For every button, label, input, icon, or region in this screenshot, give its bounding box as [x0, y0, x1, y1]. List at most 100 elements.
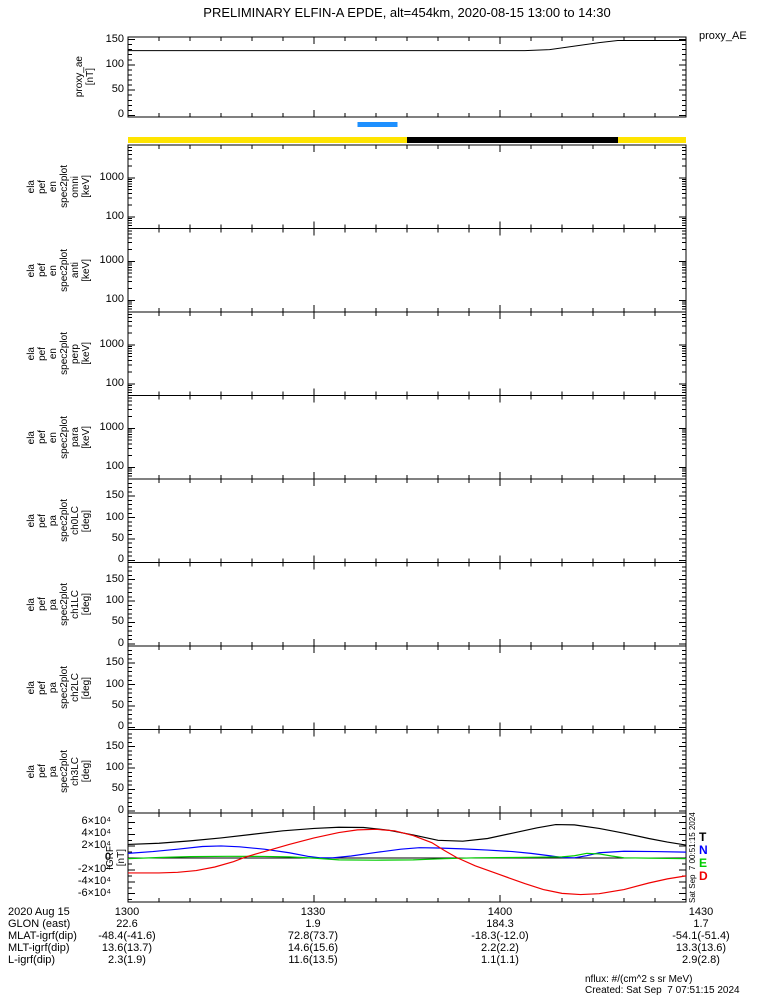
footer-value: 14.6(15.6) — [287, 942, 339, 954]
igrf-ylabel-word: [nT] — [116, 848, 127, 867]
spec3-ylabel-word: pef — [37, 430, 48, 445]
proxy-ylabel-word: [nT] — [85, 68, 96, 86]
pa2-ylabel-word: spec2plot — [59, 666, 70, 710]
pa0-ytick: 0 — [117, 553, 124, 566]
spec2-ylabel: ela pef en spec2plot perp [keV] — [20, 312, 92, 396]
pa0-ylabel-word: pa — [48, 515, 59, 527]
spec0-ylabel-word: en — [48, 181, 59, 193]
spec2-ylabel-word: ela — [26, 347, 37, 361]
pa3-ylabel: ela pef pa spec2plot ch3LC [deg] — [20, 730, 92, 814]
pa2-ylabel-word: ela — [26, 681, 37, 695]
spec0-ytick: 1000 — [99, 170, 124, 183]
pa0-ytick: 100 — [105, 510, 124, 523]
spec2-ylabel-word: perp — [70, 343, 81, 364]
pa2-ytick: 0 — [117, 720, 124, 733]
igrf-ylabel: IGRF [nT] — [103, 813, 127, 902]
proxy-ytick: 0 — [117, 108, 124, 121]
spec1-ylabel-word: ela — [26, 263, 37, 277]
footer-value: 1.7 — [693, 918, 709, 930]
footer-value: 1300 — [114, 906, 140, 918]
spec1-ylabel-word: [keV] — [81, 258, 92, 282]
pa3-ytick: 50 — [111, 782, 124, 795]
spec1-ylabel-word: anti — [70, 262, 81, 279]
pa2-ylabel-word: ch2LC — [70, 673, 81, 703]
pa1-ytick: 50 — [111, 615, 124, 628]
spec3-ylabel-word: en — [48, 431, 59, 443]
spec3-ylabel-word: para — [70, 427, 81, 448]
pa3-ylabel-word: pef — [37, 764, 48, 779]
igrf-legend-1: N — [699, 843, 708, 857]
pa1-ytick: 0 — [117, 636, 124, 649]
spec0-ylabel-word: omni — [70, 175, 81, 198]
footer-value: 13.3(13.6) — [675, 942, 727, 954]
pa0-ylabel-word: pef — [37, 513, 48, 528]
spec0-ytick: 100 — [105, 209, 124, 222]
igrf-ytick: -6×10⁴ — [77, 886, 111, 899]
spec2-ytick: 1000 — [99, 337, 124, 350]
igrf-ytick: 4×10⁴ — [81, 827, 111, 840]
pa3-ylabel-word: spec2plot — [59, 749, 70, 793]
igrf-ytick: 2×10⁴ — [81, 839, 111, 852]
science-zone-bar — [128, 122, 686, 143]
spec1-ylabel-word: pef — [37, 263, 48, 278]
igrf-series-T — [127, 823, 687, 846]
footer-value: 11.6(13.5) — [288, 954, 338, 966]
pa0-ylabel-word: ela — [26, 514, 37, 528]
pa1-ytick: 150 — [105, 572, 124, 585]
pa1-ytick: 100 — [105, 594, 124, 607]
spec1-ylabel: ela pef en spec2plot anti [keV] — [20, 229, 92, 313]
igrf-legend-2: E — [699, 856, 708, 870]
footer-value: 1.1(1.1) — [481, 954, 519, 966]
igrf-series-N — [127, 845, 687, 859]
pa1-ylabel-word: pa — [48, 598, 59, 610]
pa2-ytick: 50 — [111, 698, 124, 711]
spec2-ylabel-word: en — [48, 348, 59, 360]
spec0-ylabel-word: [keV] — [81, 175, 92, 199]
spec0-ylabel: ela pef en spec2plot omni [keV] — [20, 145, 92, 229]
spec3-ytick: 100 — [105, 460, 124, 473]
footer-value: 72.8(73.7) — [287, 930, 339, 942]
igrf-ytick: 0 — [104, 851, 111, 864]
footer-row-label: MLAT-igrf(dip) — [8, 930, 77, 942]
pa3-ylabel-word: pa — [48, 765, 59, 777]
footer-row-label: 2020 Aug 15 — [8, 906, 70, 918]
igrf-ylabel-word: IGRF — [105, 845, 116, 870]
spec2-ytick: 100 — [105, 376, 124, 389]
igrf-series-D — [128, 828, 687, 896]
proxy-ytick: 100 — [105, 57, 124, 70]
igrf-ytick: 6×10⁴ — [81, 815, 111, 828]
spec3-ylabel: ela pef en spec2plot para [keV] — [20, 396, 92, 480]
spec0-ylabel-word: pef — [37, 179, 48, 194]
spec3-ylabel-word: spec2plot — [59, 415, 70, 459]
spec3-ylabel-word: [keV] — [81, 425, 92, 449]
footer-row-label: MLT-igrf(dip) — [8, 942, 70, 954]
spec1-ylabel-word: spec2plot — [59, 248, 70, 292]
pa2-ylabel-word: [deg] — [81, 676, 92, 699]
plot-title: PRELIMINARY ELFIN-A EPDE, alt=454km, 202… — [203, 5, 611, 20]
footer-value: -18.3(-12.0) — [471, 930, 529, 942]
spec3-ylabel-word: ela — [26, 430, 37, 444]
pa0-ylabel-word: ch0LC — [70, 506, 81, 536]
proxy-curve — [128, 40, 686, 52]
footer-value: 184.3 — [486, 918, 514, 930]
pa1-ylabel-word: spec2plot — [59, 582, 70, 626]
footer-value: -54.1(-51.4) — [672, 930, 730, 942]
footer-row-label: GLON (east) — [8, 918, 71, 930]
proxy-ytick: 150 — [105, 32, 124, 45]
footer-value: 2.9(2.8) — [682, 954, 720, 966]
igrf-legend-0: T — [699, 830, 707, 844]
spec2-ylabel-word: spec2plot — [59, 332, 70, 376]
spec1-ytick: 100 — [105, 293, 124, 306]
proxy-ylabel: proxy_ae [nT] — [72, 37, 96, 117]
pa3-ytick: 0 — [117, 803, 124, 816]
spec0-ylabel-word: ela — [26, 180, 37, 194]
created-note: Created: Sat Sep 7 07:51:15 2024 — [585, 985, 740, 996]
side-timestamp: Sat Sep 7 00:51:15 2024 — [688, 812, 697, 903]
pa3-ytick: 150 — [105, 739, 124, 752]
pa1-ylabel-word: ch1LC — [70, 589, 81, 619]
pa1-ylabel-word: ela — [26, 597, 37, 611]
igrf-series-E — [127, 852, 687, 861]
footer-value: 1330 — [300, 906, 326, 918]
